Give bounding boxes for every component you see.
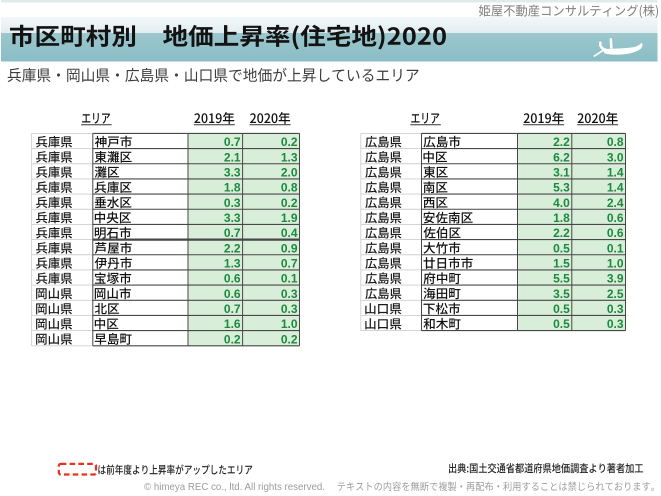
svg-text:2.2: 2.2: [553, 135, 570, 149]
svg-text:1.6: 1.6: [224, 317, 241, 331]
svg-text:0.8: 0.8: [281, 181, 298, 195]
svg-text:0.6: 0.6: [607, 226, 624, 240]
svg-text:1.3: 1.3: [224, 257, 241, 271]
svg-text:0.3: 0.3: [224, 196, 241, 210]
svg-text:0.8: 0.8: [607, 135, 624, 149]
svg-text:1.8: 1.8: [224, 181, 241, 195]
svg-text:0.2: 0.2: [281, 135, 298, 149]
svg-text:0.9: 0.9: [281, 241, 298, 255]
svg-text:0.2: 0.2: [281, 332, 298, 346]
svg-text:1.0: 1.0: [281, 317, 298, 331]
svg-text:2.5: 2.5: [607, 287, 624, 301]
svg-text:6.2: 6.2: [553, 150, 570, 164]
svg-text:0.7: 0.7: [224, 302, 241, 316]
svg-text:© himeya REC co., ltd. All rig: © himeya REC co., ltd. All rights reserv…: [144, 482, 325, 493]
svg-text:0.7: 0.7: [224, 226, 241, 240]
svg-text:0.4: 0.4: [281, 226, 298, 240]
svg-text:1.3: 1.3: [281, 150, 298, 164]
svg-text:0.3: 0.3: [281, 302, 298, 316]
svg-text:5.5: 5.5: [553, 272, 570, 286]
svg-text:2.1: 2.1: [224, 150, 241, 164]
svg-text:1.4: 1.4: [607, 166, 624, 180]
svg-text:1.8: 1.8: [553, 211, 570, 225]
svg-text:0.6: 0.6: [224, 287, 241, 301]
svg-text:0.6: 0.6: [607, 211, 624, 225]
svg-text:0.5: 0.5: [553, 302, 570, 316]
svg-text:4.0: 4.0: [553, 196, 570, 210]
svg-text:0.7: 0.7: [224, 135, 241, 149]
svg-text:1.5: 1.5: [553, 257, 570, 271]
svg-text:3.0: 3.0: [607, 150, 624, 164]
svg-text:0.1: 0.1: [281, 272, 298, 286]
svg-text:0.6: 0.6: [224, 272, 241, 286]
svg-text:1.4: 1.4: [607, 181, 624, 195]
svg-text:0.3: 0.3: [607, 302, 624, 316]
svg-text:2.2: 2.2: [553, 226, 570, 240]
svg-text:0.2: 0.2: [281, 196, 298, 210]
svg-text:5.3: 5.3: [553, 181, 570, 195]
svg-text:0.3: 0.3: [281, 287, 298, 301]
svg-text:0.3: 0.3: [607, 317, 624, 331]
svg-text:2.4: 2.4: [607, 196, 624, 210]
svg-text:0.5: 0.5: [553, 317, 570, 331]
svg-text:0.1: 0.1: [607, 241, 624, 255]
svg-text:2.2: 2.2: [224, 241, 241, 255]
svg-text:3.3: 3.3: [224, 166, 241, 180]
svg-text:3.1: 3.1: [553, 166, 570, 180]
svg-text:3.3: 3.3: [224, 211, 241, 225]
svg-text:0.2: 0.2: [224, 332, 241, 346]
svg-text:1.9: 1.9: [281, 211, 298, 225]
svg-text:2.0: 2.0: [281, 166, 298, 180]
svg-text:0.5: 0.5: [553, 241, 570, 255]
svg-text:3.5: 3.5: [553, 287, 570, 301]
svg-text:1.0: 1.0: [607, 257, 624, 271]
svg-text:0.7: 0.7: [281, 257, 298, 271]
svg-text:3.9: 3.9: [607, 272, 624, 286]
